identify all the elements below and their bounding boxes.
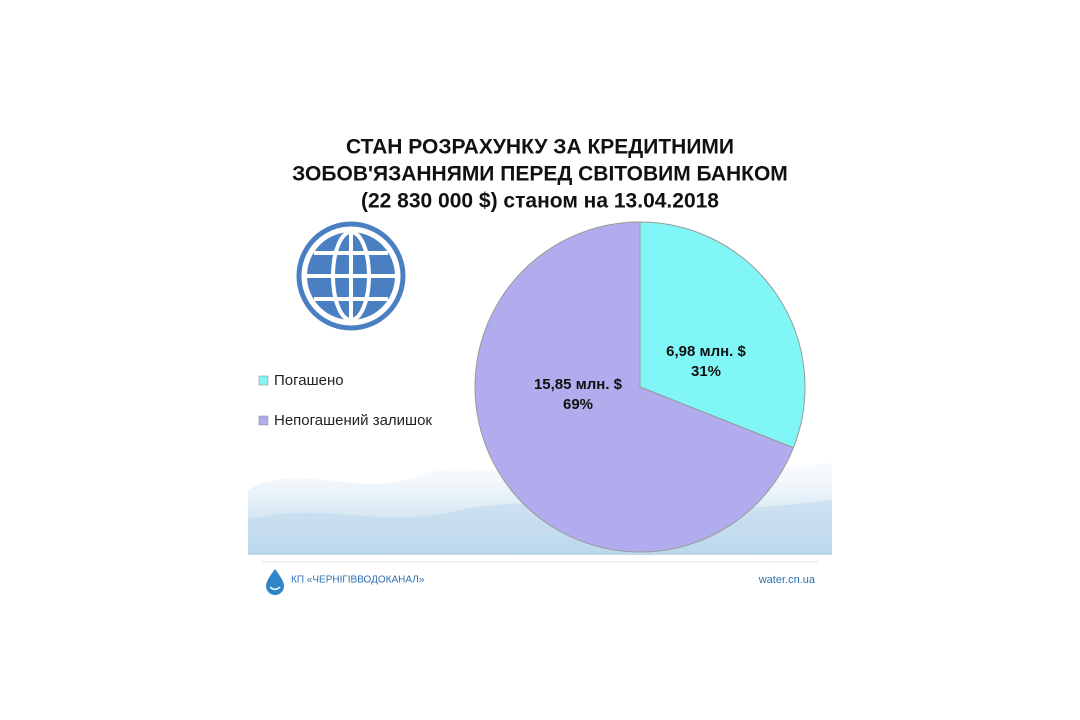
title-line: (22 830 000 $) станом на 13.04.2018 (361, 190, 719, 213)
legend-label: Непогашений залишок (274, 412, 432, 429)
legend-swatch (258, 375, 269, 386)
slice-amount-label: 15,85 млн. $ (534, 376, 623, 393)
slice-value-label: 31% (691, 363, 721, 380)
legend-swatch (258, 415, 269, 426)
pie-slice (639, 221, 806, 449)
slice-amount-label: 6,98 млн. $ (666, 343, 746, 360)
slice-value-label: 69% (563, 396, 593, 413)
globe-icon (296, 221, 406, 331)
footer-website: water.cn.ua (758, 574, 816, 586)
pie-slice (474, 221, 795, 553)
title-line: ЗОБОВ'ЯЗАННЯМИ ПЕРЕД СВІТОВИМ БАНКОМ (292, 163, 788, 186)
legend-label: Погашено (274, 372, 344, 389)
title-line: СТАН РОЗРАХУНКУ ЗА КРЕДИТНИМИ (346, 136, 734, 159)
footer-organization: КП «ЧЕРНІГІВВОДОКАНАЛ» (291, 575, 425, 586)
footer-logo (266, 569, 284, 595)
